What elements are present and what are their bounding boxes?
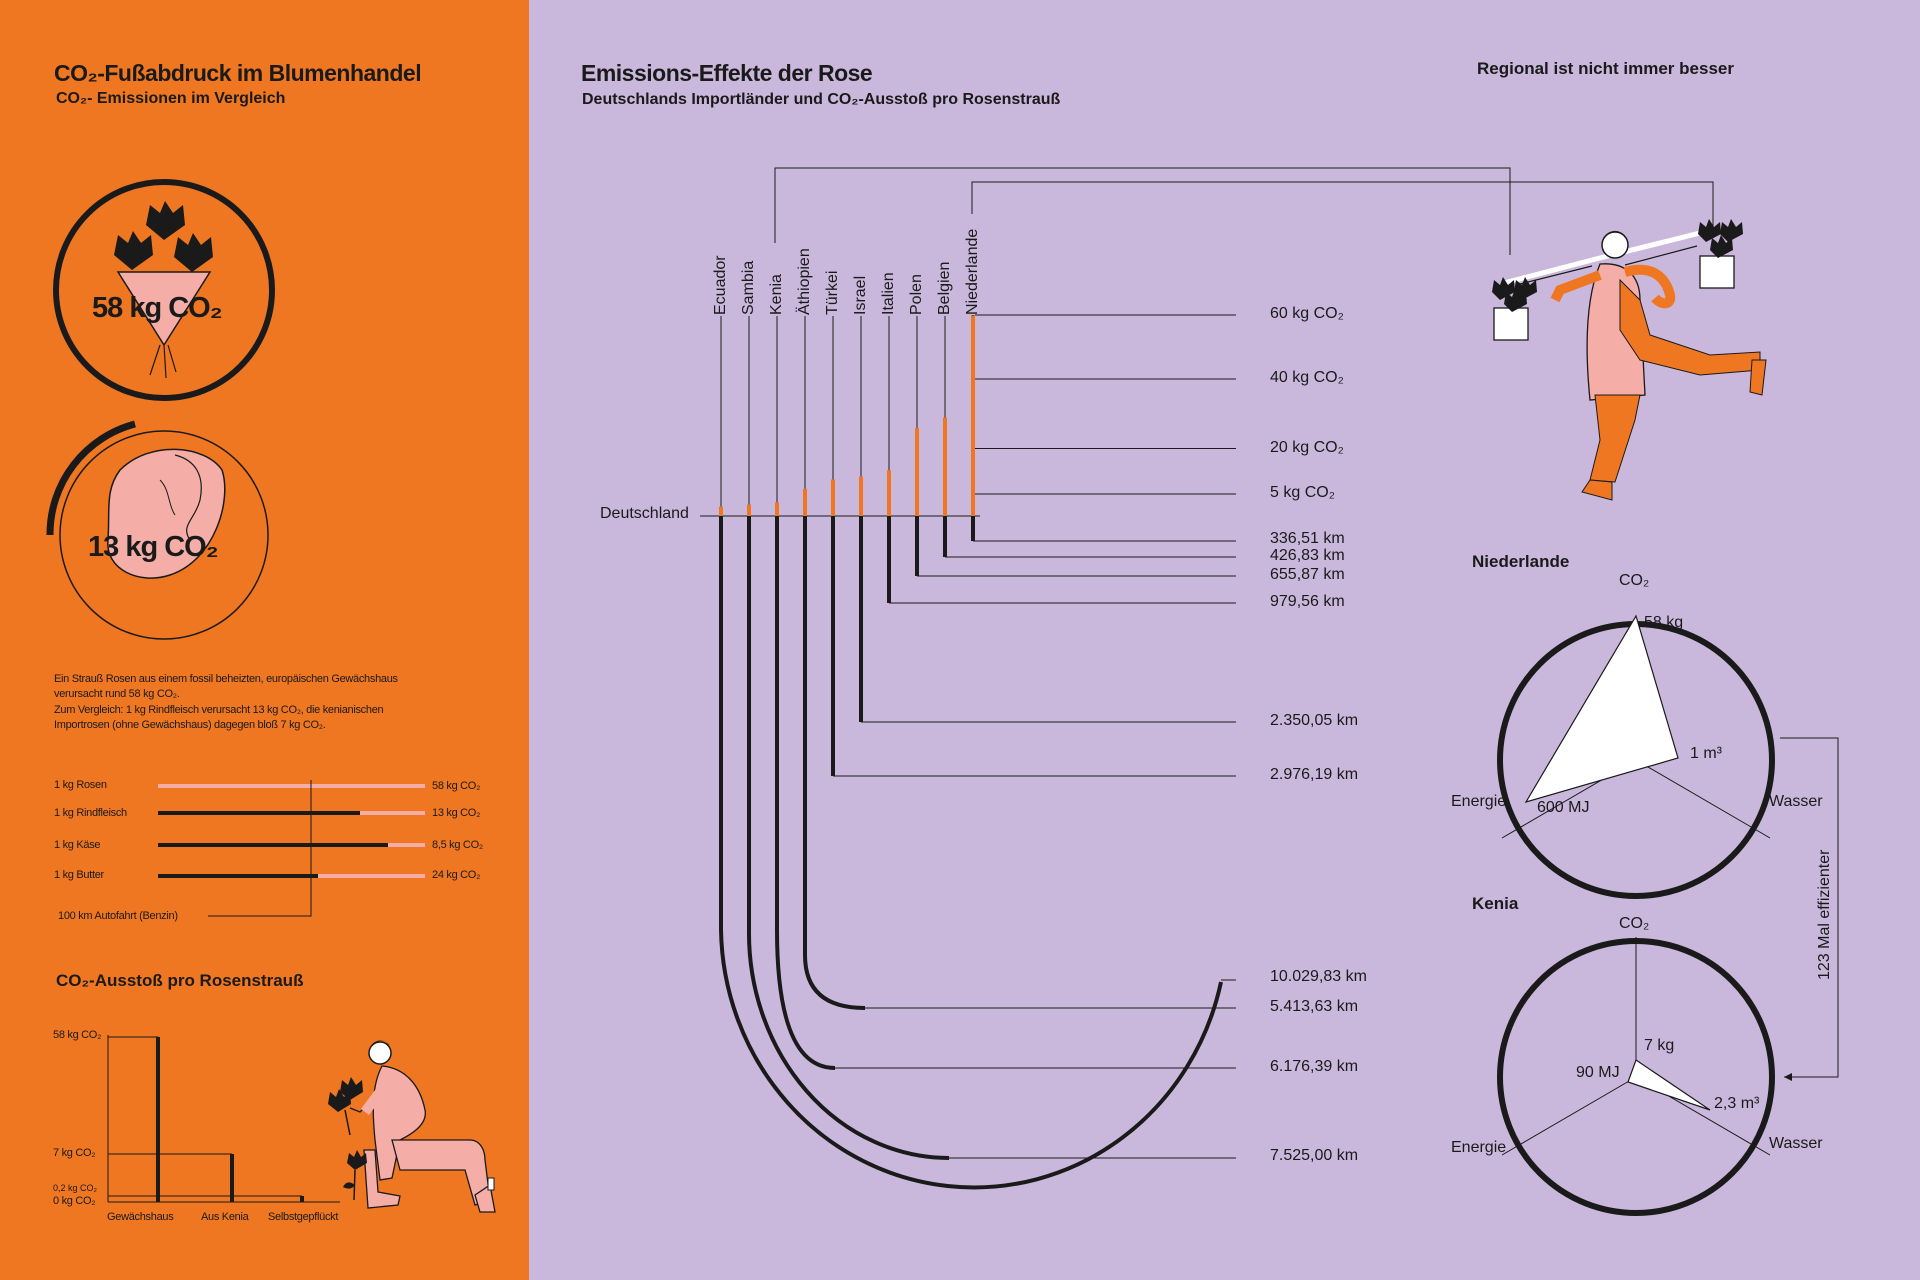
right-title: Emissions-Effekte der Rose — [581, 60, 873, 86]
comparison-chart — [158, 780, 425, 917]
distance-curve-ecuador — [719, 516, 1223, 1190]
co2-scale-label-40: 40 kg CO₂ — [1270, 369, 1344, 386]
co2-scale-label-20: 20 kg CO₂ — [1270, 438, 1344, 456]
bar-value-butter: 24 kg CO₂ — [432, 869, 481, 881]
distance-label-6: 979,56 km — [1270, 593, 1345, 610]
bar-value-rosen: 58 kg CO₂ — [432, 780, 481, 792]
efficiency-label: 123 Mal effizienter — [1816, 849, 1833, 980]
radar-ke-axis-energie: Energie — [1451, 1139, 1507, 1156]
distance-label-5: 2.350,05 km — [1270, 712, 1359, 729]
aside-title: Regional ist nicht immer besser — [1477, 59, 1734, 78]
paragraph-line-4: Importrosen (ohne Gewächshaus) dagegen b… — [54, 719, 326, 731]
distance-label-9: 336,51 km — [1270, 530, 1345, 547]
co2-scale-label-5: 5 kg CO₂ — [1270, 484, 1335, 501]
distance-label-7: 655,87 km — [1270, 566, 1345, 583]
xcat-aus-kenia: Aus Kenia — [201, 1211, 249, 1223]
meat-icon — [107, 448, 226, 579]
ytick-0: 0 kg CO₂ — [53, 1195, 96, 1207]
paragraph-line-3: Zum Vergleich: 1 kg Rindfleisch verursac… — [54, 704, 384, 716]
bracket-niederlande — [971, 181, 1714, 238]
radar-ke-axis-wasser: Wasser — [1769, 1135, 1823, 1152]
ytick-7: 7 kg CO₂ — [53, 1147, 96, 1159]
radar-ke-value-energie: 90 MJ — [1576, 1064, 1620, 1081]
radar-nl-axis-energie: Energie — [1451, 793, 1507, 810]
distance-label-3: 5.413,63 km — [1270, 998, 1359, 1015]
left-subtitle: CO₂- Emissionen im Vergleich — [56, 90, 286, 107]
distance-label-8: 426,83 km — [1270, 547, 1345, 564]
bracket-kenia — [774, 167, 1511, 255]
right-subtitle: Deutschlands Importländer und CO₂-Aussto… — [582, 91, 1061, 108]
meat-progress-arc — [46, 420, 136, 536]
radar-nl-value-co2: 58 kg — [1644, 614, 1684, 631]
radar-kenia-shape — [1627, 1059, 1711, 1111]
distance-label-2: 6.176,39 km — [1270, 1058, 1359, 1075]
carrying-person-icon — [1492, 219, 1767, 501]
ytick-02: 0,2 kg CO₂ — [53, 1183, 98, 1193]
rose-circle — [53, 179, 275, 401]
radar-ke-value-wasser: 2,3 m³ — [1714, 1095, 1760, 1112]
distance-curve-kenia — [775, 516, 836, 1070]
meat-circle — [59, 430, 269, 640]
radar-kenia-title: Kenia — [1472, 894, 1519, 913]
bar-value-kaese: 8,5 kg CO₂ — [432, 839, 483, 851]
distance-curve-aethiopien — [803, 516, 866, 1010]
xcat-gewaechshaus: Gewächshaus — [107, 1211, 174, 1223]
efficiency-connector — [1780, 737, 1839, 1078]
rose-bouquet-icon — [114, 201, 213, 379]
radar-niederlande-shape — [1524, 614, 1679, 803]
autofahrt-label: 100 km Autofahrt (Benzin) — [58, 910, 178, 922]
ytick-58: 58 kg CO₂ — [53, 1029, 102, 1041]
kneeling-person-icon — [328, 1040, 496, 1213]
radar-niederlande-title: Niederlande — [1472, 552, 1570, 571]
left-title: CO₂-Fußabdruck im Blumenhandel — [54, 60, 422, 86]
bar-label-butter: 1 kg Butter — [54, 869, 104, 881]
bar-label-rosen: 1 kg Rosen — [54, 779, 107, 791]
radar-nl-axis-co2: CO₂ — [1619, 572, 1650, 589]
distance-label-4: 2.976,19 km — [1270, 766, 1359, 783]
distance-label-1: 7.525,00 km — [1270, 1147, 1359, 1164]
efficiency-arrow-icon — [1784, 1073, 1792, 1081]
bar-value-rindfleisch: 13 kg CO₂ — [432, 807, 481, 819]
rosenstrauss-chart — [107, 1035, 340, 1203]
bar-label-kaese: 1 kg Käse — [54, 839, 101, 851]
radar-nl-axis-wasser: Wasser — [1769, 793, 1823, 810]
xcat-selbstgepflueckt: Selbstgepflückt — [268, 1211, 339, 1223]
radar-kenia — [1497, 937, 1775, 1216]
distance-curve-sambia — [746, 516, 950, 1160]
radar-nl-value-wasser: 1 m³ — [1690, 745, 1722, 762]
radar-niederlande — [1497, 614, 1775, 899]
bar-label-rindfleisch: 1 kg Rindfleisch — [54, 807, 127, 819]
autofahrt-reference-line — [208, 780, 312, 917]
radar-nl-value-energie: 600 MJ — [1537, 799, 1590, 816]
co2-scale-label-60: 60 kg CO₂ — [1270, 305, 1344, 322]
origin-label: Deutschland — [600, 505, 689, 522]
section2-title: CO₂-Ausstoß pro Rosenstrauß — [56, 971, 304, 990]
radar-ke-value-co2: 7 kg — [1644, 1037, 1675, 1054]
distance-label-0: 10.029,83 km — [1270, 968, 1367, 985]
meat-co2-value: 13 kg CO₂ — [88, 531, 219, 563]
radar-ke-axis-co2: CO₂ — [1619, 915, 1650, 932]
paragraph-line-2: verursacht rund 58 kg CO₂. — [54, 688, 180, 700]
paragraph-line-1: Ein Strauß Rosen aus einem fossil beheiz… — [54, 673, 398, 685]
rose-co2-value: 58 kg CO₂ — [92, 292, 223, 324]
